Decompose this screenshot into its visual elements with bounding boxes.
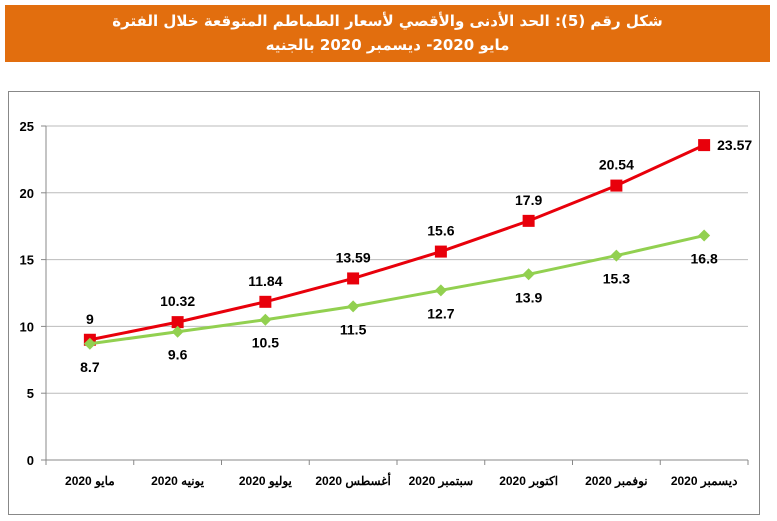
data-label: 12.7	[427, 305, 454, 321]
data-point-marker	[171, 316, 184, 329]
data-label: 15.6	[427, 223, 454, 239]
chart-title-line-1: شكل رقم (5): الحد الأدنى والأقصي لأسعار …	[112, 12, 663, 30]
data-label: 23.57	[717, 137, 752, 153]
data-point-marker	[434, 245, 447, 258]
series-line-1	[89, 234, 705, 346]
chart-title: شكل رقم (5): الحد الأدنى والأقصي لأسعار …	[5, 5, 770, 62]
y-tick-label: 10	[20, 319, 34, 334]
y-tick-label: 25	[20, 119, 34, 134]
data-point-marker	[522, 268, 535, 281]
chart-frame	[8, 91, 760, 515]
x-tick-label: سبتمبر 2020	[409, 474, 474, 489]
data-point-marker	[610, 249, 623, 262]
data-label: 11.5	[340, 321, 367, 337]
series-line-0	[89, 143, 705, 342]
x-tick-label: يوليو 2020	[239, 474, 293, 489]
data-point-marker	[698, 229, 711, 242]
data-label: 10.5	[252, 335, 279, 351]
x-tick-label: أغسطس 2020	[315, 473, 391, 489]
data-label: 9.6	[168, 347, 188, 363]
data-label: 17.9	[515, 192, 542, 208]
y-tick-label: 5	[27, 386, 34, 401]
data-point-marker	[698, 139, 711, 152]
data-label: 11.84	[248, 273, 282, 289]
data-label: 10.32	[160, 293, 195, 309]
data-label: 9	[86, 311, 94, 327]
y-tick-label: 0	[27, 453, 34, 468]
data-label: 16.8	[691, 251, 718, 267]
data-point-marker	[171, 325, 184, 338]
data-point-marker	[259, 295, 272, 308]
data-label: 20.54	[599, 157, 634, 173]
data-point-marker	[83, 337, 96, 350]
data-point-marker	[347, 300, 360, 313]
data-label: 8.7	[80, 359, 100, 375]
x-tick-label: نوفمبر 2020	[585, 474, 648, 489]
x-tick-label: مايو 2020	[65, 474, 115, 489]
data-point-marker	[522, 214, 535, 227]
data-point-marker	[434, 284, 447, 297]
chart-title-line-2: مايو 2020- ديسمبر 2020 بالجنيه	[265, 36, 510, 54]
data-label: 13.9	[515, 289, 542, 305]
data-point-marker	[259, 313, 272, 326]
data-label: 13.59	[336, 249, 371, 265]
y-tick-label: 20	[20, 186, 34, 201]
data-point-marker	[347, 272, 360, 285]
x-tick-label: ديسمبر 2020	[671, 474, 738, 489]
y-tick-label: 15	[20, 253, 34, 268]
data-label: 15.3	[603, 271, 630, 287]
x-tick-label: اكتوبر 2020	[499, 474, 558, 489]
x-tick-label: يونيه 2020	[151, 474, 205, 489]
data-point-marker	[610, 179, 623, 192]
